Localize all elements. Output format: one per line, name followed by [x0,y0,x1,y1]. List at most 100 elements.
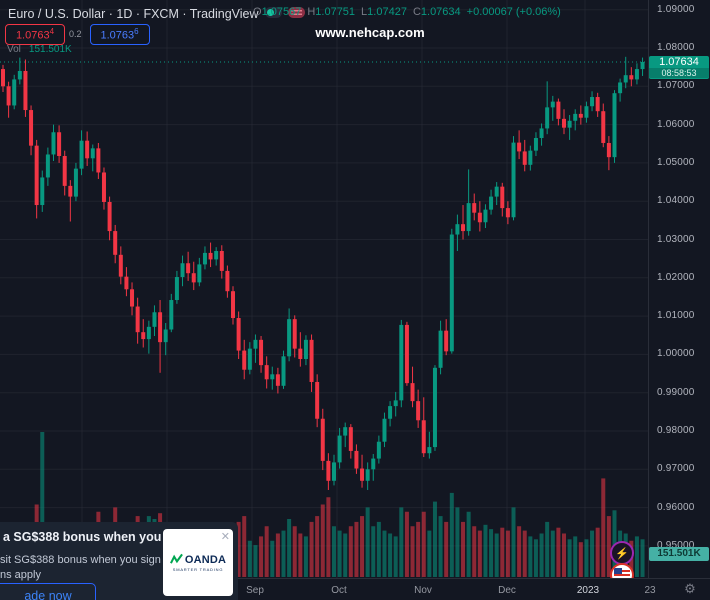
candle-body [225,270,230,292]
volume-bar [259,536,264,577]
candle-body [163,329,168,343]
volume-bar [528,536,533,577]
spread-value: 0.2 [69,29,82,40]
ad-title: a SG$388 bonus when you sign up. [3,530,213,544]
volume-bar [533,539,538,577]
volume-bar [275,533,280,577]
volume-bar [427,530,432,577]
price-axis-label: 1.09000 [657,3,695,15]
volume-bar [567,539,572,577]
candle-body [320,418,325,461]
volume-bar [634,536,639,577]
candle-body [253,339,258,349]
high-label: H [307,6,316,18]
price-axis-label: 0.99000 [657,386,695,398]
candle-body [186,263,191,274]
visibility-toggle-icon[interactable] [264,7,282,19]
lightning-event-icon[interactable]: ⚡ [610,541,634,565]
candle-body [315,381,320,419]
candle-body [432,367,437,448]
candle-body [231,291,236,319]
candle-body [124,276,129,290]
volume-bar [595,527,600,577]
candle-body [494,186,499,197]
candle-body [12,79,17,106]
candle-body [141,332,146,340]
volume-bar [444,521,449,577]
candle-body [259,339,264,366]
candle-body [191,273,196,283]
volume-bar [315,516,320,577]
candle-body [612,93,617,158]
sell-bid-button[interactable]: 1.07634 [5,24,65,45]
candle-body [640,62,645,70]
candle-body [393,400,398,407]
candle-body [533,138,538,151]
price-axis-label: 1.02000 [657,271,695,283]
chart-canvas[interactable] [0,0,710,578]
volume-bar [388,533,393,577]
candle-body [522,151,527,165]
candle-body [545,107,550,129]
candle-body [73,168,78,197]
volume-bar [270,540,275,577]
candle-body [550,101,555,108]
buy-ask-button[interactable]: 1.07636 [89,24,150,45]
ad-brand-card: ✕ OANDA SMARTER TRADING [163,529,233,596]
candle-body [197,264,202,283]
candle-body [90,148,95,159]
candle-body [618,82,623,94]
candle-body [539,128,544,139]
candle-body [511,142,516,218]
volume-bar [573,536,578,577]
volume-bar [331,526,336,577]
candle-body [517,142,522,152]
volume-bar [376,521,381,577]
candle-body [219,250,224,271]
open-value: 1.07567 [261,6,302,18]
axis-settings-gear-icon[interactable]: ⚙ [684,581,696,596]
candle-body [45,154,50,178]
candle-body [348,427,353,451]
candle-body [595,97,600,112]
volume-bar [309,521,314,577]
candle-body [590,97,595,107]
price-axis[interactable]: 1.09000 1.08000 1.07000 1.06000 1.05000 1.040… [648,0,710,578]
symbol-title[interactable]: Euro / U.S. Dollar · 1D · FXCM · Trading… [8,7,259,21]
volume-bar [578,542,583,577]
candle-body [634,69,639,80]
candle-body [40,177,45,206]
volume-bar [303,536,308,577]
candle-body [438,330,443,368]
price-axis-label: 1.05000 [657,156,695,168]
bid-ask-row: 1.07634 0.2 1.07636 [5,24,150,45]
price-axis-label: 0.96000 [657,501,695,513]
candle-body [466,203,471,232]
volume-bar [281,530,286,577]
price-axis-label: 1.00000 [657,348,695,360]
candle-body [17,70,22,80]
candle-body [489,196,494,210]
menu-pill-icon[interactable] [287,7,305,19]
brand-name: OANDA [184,553,227,566]
candle-body [214,250,219,260]
ad-close-icon[interactable]: ✕ [220,531,230,543]
candle-body [292,319,297,349]
price-axis-label: 1.04000 [657,195,695,207]
volume-bar [421,511,426,577]
low-label: L [361,6,368,18]
candle-body [29,110,34,146]
brand-tagline: SMARTER TRADING [172,567,224,572]
candle-body [337,435,342,463]
candle-body [449,234,454,352]
volume-value-badge: 151.501K [649,547,709,561]
time-axis-label: Nov [414,585,432,596]
candle-body [376,441,381,459]
bar-countdown: 08:58:53 [649,68,709,78]
volume-bar [354,521,359,577]
candle-body [455,224,460,235]
candle-body [365,469,370,481]
volume-bar [242,516,247,577]
ad-trade-now-button[interactable]: ade now [0,583,96,600]
volume-bar [320,504,325,577]
